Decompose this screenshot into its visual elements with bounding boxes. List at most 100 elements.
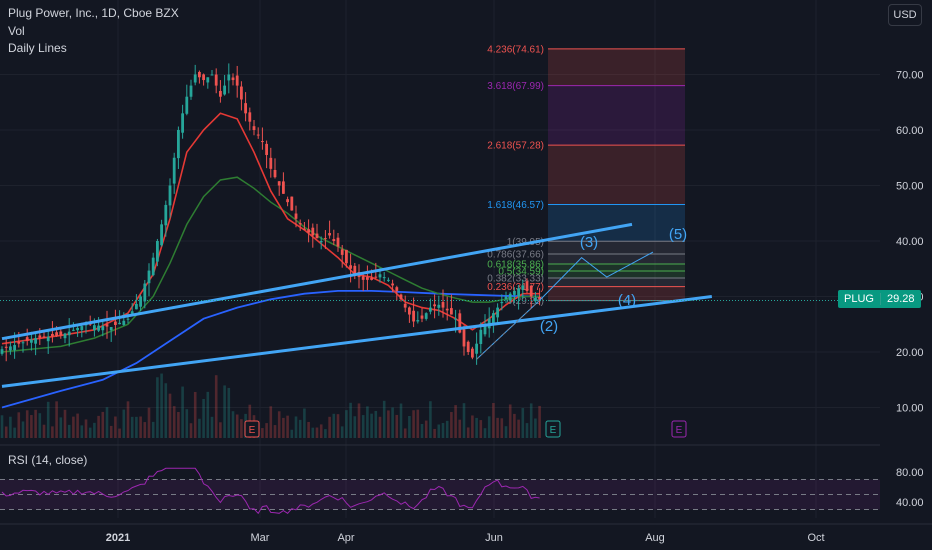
candle-body xyxy=(332,239,336,241)
volume-bar xyxy=(374,410,378,438)
x-tick-label: Aug xyxy=(645,532,665,544)
candle-body xyxy=(181,113,184,133)
volume-bar xyxy=(109,425,113,438)
candle-body xyxy=(51,333,54,337)
y-tick-label: 60.00 xyxy=(896,125,924,137)
candle-body xyxy=(454,318,457,320)
candle-body xyxy=(450,308,453,315)
candle-body xyxy=(517,288,520,297)
candle-body xyxy=(475,343,478,354)
candle-body xyxy=(290,196,294,211)
candle-body xyxy=(412,310,415,322)
fib-zone xyxy=(548,145,685,205)
fib-level-label: 4.236(74.61) xyxy=(487,44,544,55)
fib-level-label: 1.618(46.57) xyxy=(487,200,544,211)
volume-bar xyxy=(471,415,474,438)
x-tick-label: Oct xyxy=(807,532,824,544)
volume-bar xyxy=(538,405,541,438)
volume-bar xyxy=(315,427,319,438)
volume-bar xyxy=(219,422,222,438)
fib-level-label: 0.786(37.66) xyxy=(487,249,544,260)
fib-level-label: 2.618(57.28) xyxy=(487,141,544,152)
candle-body xyxy=(156,241,159,262)
volume-bar xyxy=(454,405,457,438)
volume-bar xyxy=(231,411,235,438)
candle-body xyxy=(345,249,348,264)
candle-body xyxy=(76,327,79,331)
earnings-marker xyxy=(244,420,260,438)
candle-body xyxy=(324,238,327,240)
volume-bar xyxy=(441,423,445,438)
fib-level-label: 3.618(67.99) xyxy=(487,81,544,92)
candlesticks xyxy=(0,63,541,365)
candle-body xyxy=(214,74,218,86)
earnings-marker xyxy=(545,420,561,438)
candle-body xyxy=(130,311,134,314)
volume-bar xyxy=(433,428,436,438)
candle-body xyxy=(30,339,33,343)
fib-level-label: 0(29.25) xyxy=(507,296,544,307)
volume-bar xyxy=(332,413,336,438)
candle-body xyxy=(403,303,407,308)
volume-bar xyxy=(534,418,537,438)
last-price-badge: PLUG 29.28 xyxy=(838,290,921,308)
candle-body xyxy=(353,265,357,275)
volume-bar xyxy=(143,422,147,438)
candle-body xyxy=(395,287,399,291)
candle-body xyxy=(135,303,138,310)
trendlines[interactable] xyxy=(1,222,712,388)
volume-bar xyxy=(382,400,386,438)
wave-label: (5) xyxy=(669,226,687,243)
volume-bar xyxy=(311,427,315,438)
wave-dashed-connector xyxy=(476,300,540,360)
volume-bar xyxy=(160,373,163,438)
candle-body xyxy=(4,346,8,348)
volume-bar xyxy=(370,413,373,438)
volume-bar xyxy=(227,387,231,438)
candle-body xyxy=(336,237,340,247)
volume-bar xyxy=(25,410,29,438)
currency-button[interactable]: USD xyxy=(888,4,922,26)
candle-body xyxy=(231,77,235,81)
candle-body xyxy=(244,103,247,114)
candle-body xyxy=(109,327,113,331)
volume-bar xyxy=(353,416,357,438)
volume-bar xyxy=(240,419,243,438)
volume-bar xyxy=(147,407,151,438)
volume-bar xyxy=(437,424,441,438)
volume-bar xyxy=(93,422,96,438)
volume-bar xyxy=(387,410,390,438)
candle-body xyxy=(303,228,306,230)
volume-bar xyxy=(492,402,495,438)
volume-bar xyxy=(114,416,117,438)
volume-bar xyxy=(475,417,478,438)
volume-bar xyxy=(466,427,470,438)
candle-body xyxy=(319,241,323,243)
volume-bar xyxy=(135,416,138,438)
volume-bar xyxy=(416,409,420,438)
fib-level-label: 0.618(35.86) xyxy=(487,259,544,270)
volume-bar xyxy=(462,403,466,438)
volume-bar xyxy=(458,419,462,438)
earnings-marker xyxy=(671,420,687,438)
fib-level-label: 0.236(31.77) xyxy=(487,282,544,293)
volume-bar xyxy=(412,410,415,438)
candle-body xyxy=(177,130,180,159)
candle-body xyxy=(168,185,172,206)
volume-bar xyxy=(361,415,365,438)
candle-body xyxy=(441,302,445,308)
candle-body xyxy=(256,134,260,136)
candle-body xyxy=(101,326,105,331)
volume-bar xyxy=(177,411,180,438)
volume-bar xyxy=(391,407,394,438)
candle-body xyxy=(160,224,163,246)
volume-bar xyxy=(508,404,512,438)
volume-bar xyxy=(483,428,487,438)
candle-body xyxy=(349,265,352,269)
volume-bar xyxy=(479,420,483,438)
volume-bar xyxy=(214,375,218,438)
candle-body xyxy=(529,285,533,297)
candle-body xyxy=(294,213,298,219)
